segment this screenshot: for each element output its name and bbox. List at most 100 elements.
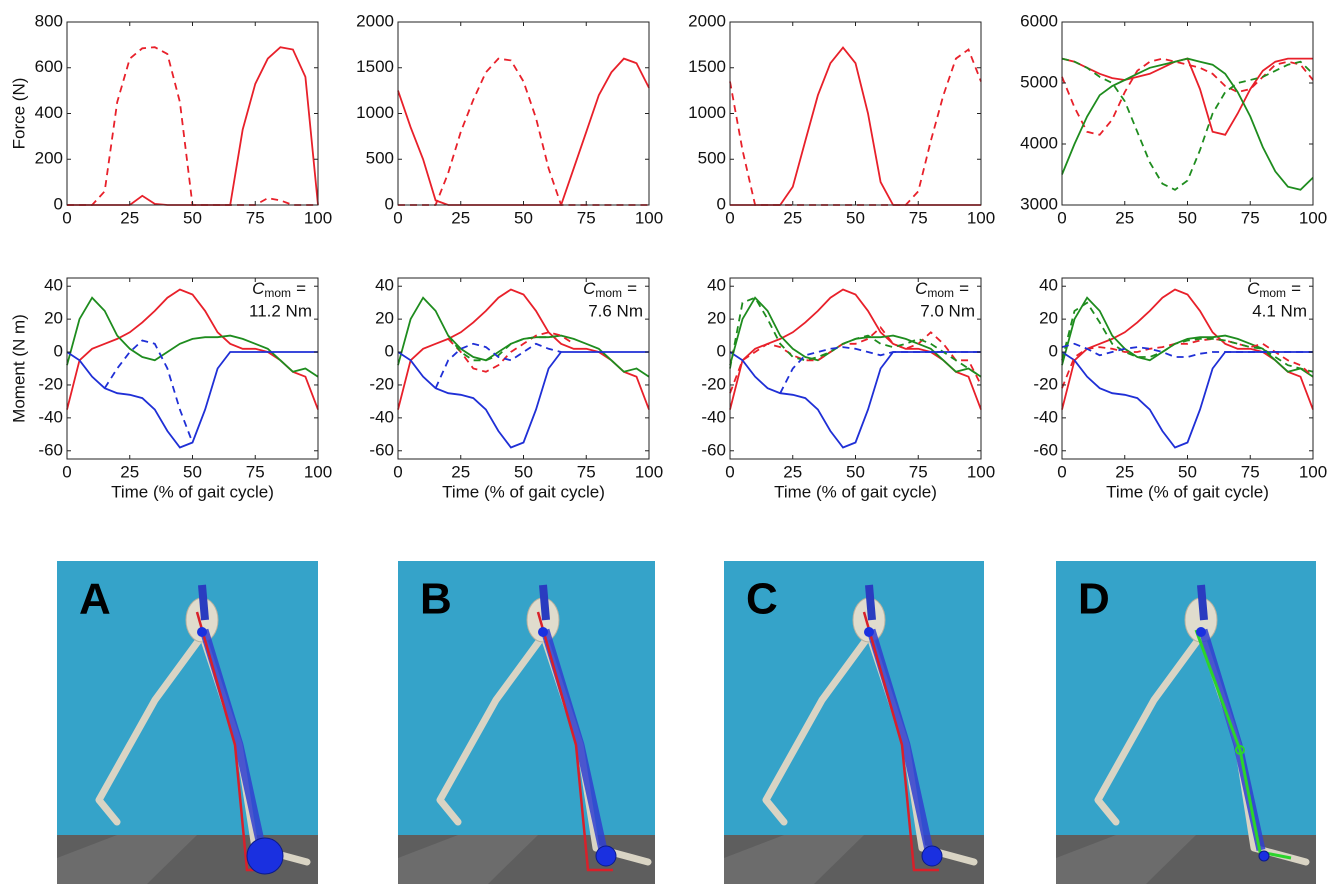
plot-area (67, 278, 318, 459)
x-tick-label: 0 (1057, 208, 1066, 227)
x-tick-label: 25 (1115, 208, 1134, 227)
x-tick-label: 25 (1115, 462, 1134, 481)
model-panel: B (398, 561, 655, 884)
torso (539, 584, 550, 621)
y-tick-label: -60 (38, 440, 63, 459)
x-tick-label: 100 (1299, 462, 1327, 481)
x-axis-label: Time (% of gait cycle) (774, 482, 937, 501)
data-line (1061, 57, 1314, 191)
model-green (1194, 629, 1292, 860)
y-tick-label: -60 (701, 440, 726, 459)
annotation: Cmom = (1247, 279, 1301, 300)
data-line (447, 331, 575, 373)
x-tick-label: 0 (393, 462, 402, 481)
model-panel: D (1056, 561, 1316, 884)
hip-joint (197, 627, 207, 637)
panel-background (398, 561, 655, 884)
y-tick-label: 40 (1039, 276, 1058, 295)
y-tick-label: 400 (35, 103, 63, 122)
y-tick-label: 20 (44, 309, 63, 328)
x-tick-label: 50 (1178, 208, 1197, 227)
y-tick-label: -20 (701, 374, 726, 393)
y-tick-label: 200 (35, 149, 63, 168)
model-segment (866, 628, 934, 851)
plot-area (1062, 278, 1313, 459)
y-tick-label: 20 (1039, 309, 1058, 328)
x-tick-label: 50 (846, 462, 865, 481)
x-tick-label: 25 (120, 208, 139, 227)
floor-tile (398, 835, 538, 884)
x-tick-label: 50 (514, 462, 533, 481)
data-line (447, 334, 562, 362)
x-tick-label: 50 (514, 208, 533, 227)
x-tick-label: 75 (246, 462, 265, 481)
x-tick-label: 100 (635, 208, 663, 227)
x-tick-label: 75 (909, 208, 928, 227)
hip-joint (538, 627, 548, 637)
x-axis-label: Time (% of gait cycle) (442, 482, 605, 501)
data-line (729, 48, 982, 206)
y-tick-label: -40 (369, 407, 394, 426)
data-line (1061, 351, 1313, 449)
foot-disc (921, 845, 943, 867)
annotation-value: 4.1 Nm (1252, 301, 1307, 320)
data-line (1061, 301, 1314, 373)
model-segment (199, 628, 267, 851)
x-tick-label: 100 (967, 208, 995, 227)
plot-area (67, 22, 318, 205)
y-tick-label: -60 (369, 440, 394, 459)
model-panel: A (57, 561, 318, 884)
y-tick-label: 0 (385, 342, 394, 361)
x-tick-label: 75 (1241, 208, 1260, 227)
model-segment (540, 628, 608, 851)
data-line (1061, 57, 1314, 191)
y-tick-label: 500 (366, 149, 394, 168)
panel-label: C (746, 575, 778, 624)
annotation-value: 11.2 Nm (249, 301, 312, 320)
y-tick-label: 800 (35, 11, 63, 30)
x-tick-label: 100 (1299, 208, 1327, 227)
x-tick-label: 0 (62, 462, 71, 481)
annotation-symbol: C (915, 279, 928, 298)
x-tick-label: 0 (1057, 462, 1066, 481)
y-tick-label: -20 (369, 374, 394, 393)
y-tick-label: 0 (717, 194, 726, 213)
y-tick-label: 600 (35, 57, 63, 76)
y-tick-label: 4000 (1020, 133, 1058, 152)
torso (198, 584, 209, 621)
x-tick-label: 0 (62, 208, 71, 227)
annotation-equals: = (627, 279, 637, 298)
data-line (729, 296, 982, 378)
y-tick-label: 0 (717, 342, 726, 361)
y-tick-label: 40 (375, 276, 394, 295)
x-tick-label: 75 (909, 462, 928, 481)
plot-area (730, 278, 981, 459)
annotation-symbol: C (583, 279, 596, 298)
x-axis-label: Time (% of gait cycle) (1106, 482, 1269, 501)
panel-label: A (79, 575, 111, 624)
plot-area (398, 278, 649, 459)
plot-area (398, 22, 649, 205)
y-axis-label: Force (N) (9, 78, 28, 150)
y-tick-label: 1500 (688, 57, 726, 76)
data-line (66, 296, 319, 378)
x-tick-label: 100 (304, 208, 332, 227)
model-outline (536, 611, 613, 872)
x-axis-label: Time (% of gait cycle) (111, 482, 274, 501)
x-tick-label: 25 (783, 208, 802, 227)
data-line (729, 326, 982, 394)
annotation: Cmom = (252, 279, 306, 300)
y-tick-label: -60 (1033, 440, 1058, 459)
x-tick-label: 75 (1241, 462, 1260, 481)
annotation: Cmom = (915, 279, 969, 300)
floor-tile (57, 835, 197, 884)
data-line (1061, 296, 1314, 378)
x-tick-label: 100 (967, 462, 995, 481)
x-tick-label: 75 (246, 208, 265, 227)
annotation-equals: = (1291, 279, 1301, 298)
floor-tile (724, 835, 864, 884)
panel-label: B (420, 575, 452, 624)
x-tick-label: 25 (783, 462, 802, 481)
x-tick-label: 75 (577, 462, 596, 481)
joint-marker (1235, 745, 1245, 755)
